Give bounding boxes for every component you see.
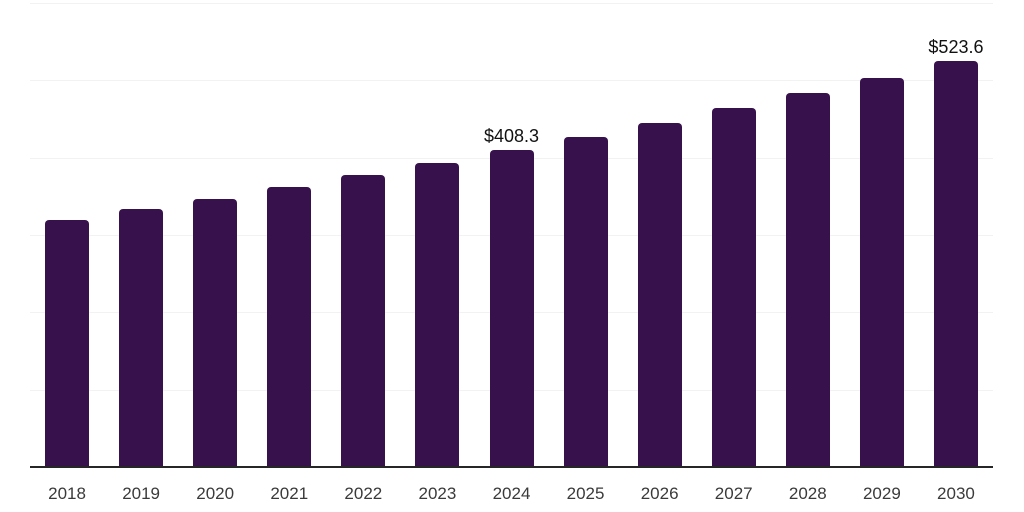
x-tick-2021: 2021 (270, 484, 309, 503)
x-tick-2023: 2023 (418, 484, 457, 503)
x-tick-2025: 2025 (566, 484, 605, 503)
x-tick-2020: 2020 (196, 484, 235, 503)
bar-2020 (193, 198, 238, 467)
x-tick-2022: 2022 (344, 484, 383, 503)
bar-2024 (489, 150, 534, 467)
gridline-500 (30, 80, 993, 82)
x-axis-line (30, 466, 993, 468)
bar-2018 (45, 219, 90, 467)
bar-2027 (711, 108, 756, 467)
value-label-2030: $523.6 (928, 37, 984, 58)
bar-2019 (119, 209, 164, 467)
bar-2029 (859, 77, 904, 467)
x-tick-2027: 2027 (714, 484, 753, 503)
x-tick-2030: 2030 (937, 484, 975, 503)
bar-2022 (341, 175, 386, 467)
x-tick-2026: 2026 (640, 484, 679, 503)
x-tick-2028: 2028 (788, 484, 827, 503)
gridline-600 (30, 3, 993, 4)
bar-2030 (933, 61, 978, 467)
bar-2026 (637, 122, 682, 467)
value-label-2024: $408.3 (483, 126, 540, 147)
bar-2023 (415, 163, 460, 467)
x-tick-2029: 2029 (862, 484, 901, 503)
bar-2021 (267, 187, 312, 467)
x-tick-2018: 2018 (48, 484, 86, 503)
bar-2025 (563, 136, 608, 467)
x-tick-2019: 2019 (122, 484, 161, 503)
bar-2028 (785, 93, 830, 467)
x-tick-2024: 2024 (492, 484, 531, 503)
